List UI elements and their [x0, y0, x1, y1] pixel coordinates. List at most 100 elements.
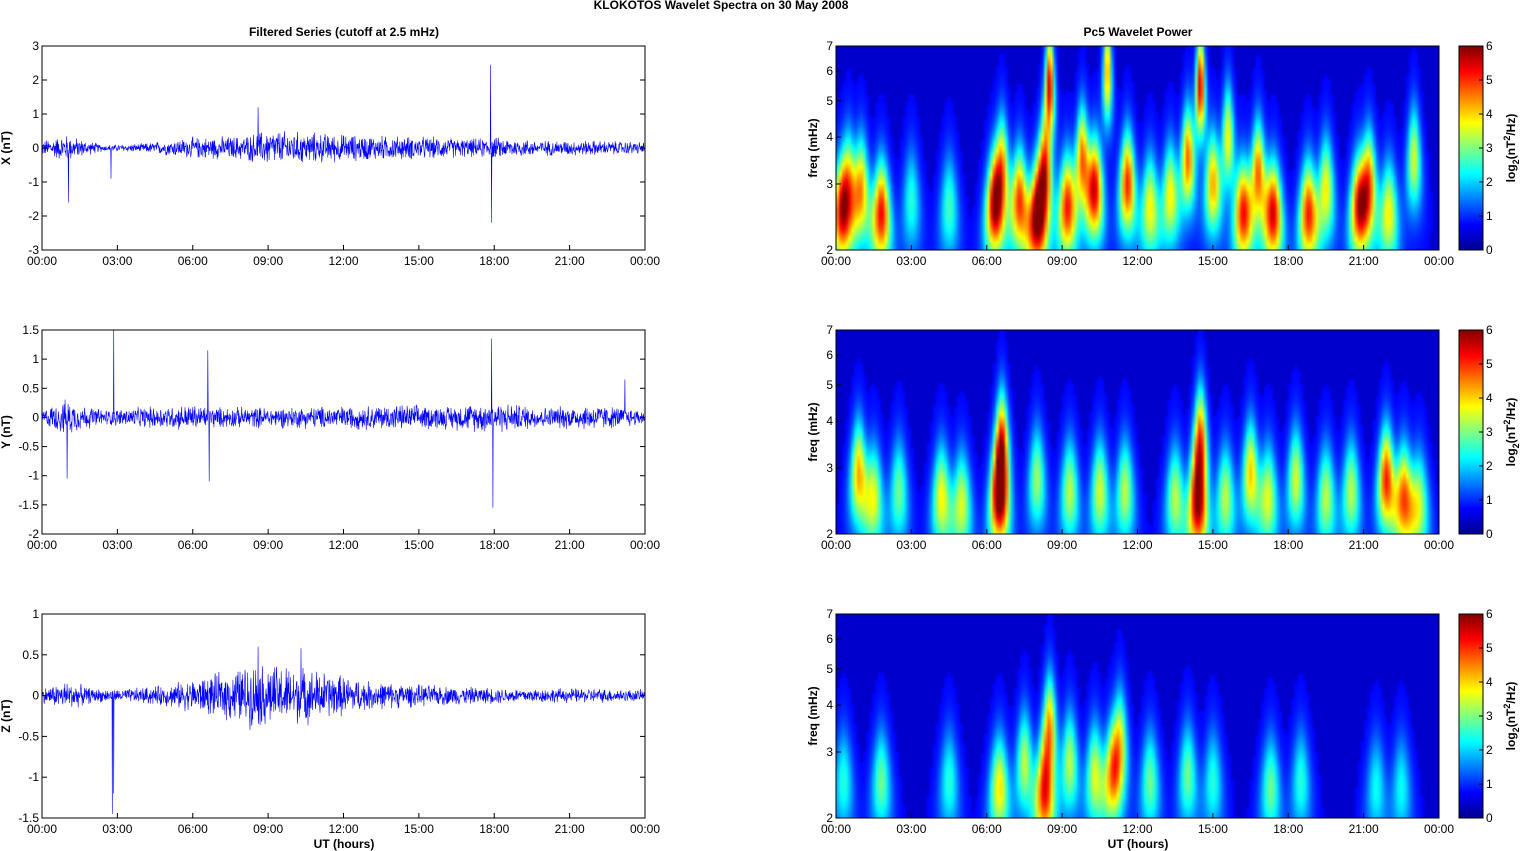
- x-wavelet-xtick-label: 00:00: [821, 254, 851, 268]
- y-series-xtick-label: 00:00: [630, 538, 660, 552]
- y-series-ytick-label: -1.5: [18, 498, 39, 512]
- z-wavelet-xtick-label: 00:00: [1424, 822, 1454, 836]
- x-wavelet-xtick-label: 03:00: [896, 254, 926, 268]
- z-wavelet-xtick-label: 21:00: [1349, 822, 1379, 836]
- x-wavelet-colorbar-tick-label: 5: [1486, 73, 1493, 87]
- x-series-ytick-label: 0: [32, 141, 39, 155]
- z-series-xtick-label: 00:00: [630, 822, 660, 836]
- x-wavelet-ytick-label: 4: [826, 130, 833, 144]
- x-series-xtick-label: 03:00: [102, 254, 132, 268]
- y-series-xtick-label: 00:00: [27, 538, 57, 552]
- x-wavelet-xtick-label: 06:00: [972, 254, 1002, 268]
- z-wavelet-colorbar-tick-label: 2: [1486, 743, 1493, 757]
- right-x-axis-label: UT (hours): [1108, 837, 1169, 851]
- z-series-ytick-label: 1: [32, 607, 39, 621]
- x-series-xtick-label: 12:00: [328, 254, 358, 268]
- x-wavelet-colorbar-tick-label: 0: [1486, 243, 1493, 257]
- z-series-xtick-label: 12:00: [328, 822, 358, 836]
- y-series-ylabel: Y (nT): [0, 415, 13, 449]
- z-wavelet-ytick-label: 2: [826, 811, 833, 825]
- y-wavelet-ytick-label: 5: [826, 378, 833, 392]
- y-series-xtick-label: 09:00: [253, 538, 283, 552]
- y-wavelet-colorbar-label: log2(nT2/Hz): [1502, 398, 1521, 467]
- y-series-xtick-label: 06:00: [178, 538, 208, 552]
- y-wavelet-heatmap: [836, 330, 1439, 534]
- z-wavelet-ytick-label: 3: [826, 745, 833, 759]
- y-wavelet-xtick-label: 21:00: [1349, 538, 1379, 552]
- x-wavelet-ylabel: freq (mHz): [806, 118, 820, 177]
- left-column-title: Filtered Series (cutoff at 2.5 mHz): [249, 25, 439, 39]
- z-wavelet-xtick-label: 00:00: [821, 822, 851, 836]
- z-series-xtick-label: 18:00: [479, 822, 509, 836]
- y-wavelet-xtick-label: 18:00: [1273, 538, 1303, 552]
- x-series-xtick-label: 15:00: [404, 254, 434, 268]
- y-wavelet-colorbar-tick-label: 5: [1486, 357, 1493, 371]
- z-wavelet-colorbar-tick-label: 3: [1486, 709, 1493, 723]
- z-wavelet-ytick-label: 5: [826, 662, 833, 676]
- x-wavelet-ytick-label: 7: [826, 39, 833, 53]
- y-wavelet-panel: 2 3 4 5 6 7 00:00 03:00 06:00 09:00 12:00 15:00 18:0…: [806, 323, 1521, 552]
- z-wavelet-ytick-label: 4: [826, 698, 833, 712]
- y-series-xtick-label: 03:00: [102, 538, 132, 552]
- y-wavelet-ytick-label: 6: [826, 348, 833, 362]
- x-wavelet-panel: 2 3 4 5 6 7 00:00 03:00 06:00 09:00 12:00 15:00 18:0…: [806, 39, 1521, 268]
- y-wavelet-colorbar-tick-label: 1: [1486, 493, 1493, 507]
- z-wavelet-xtick-label: 03:00: [896, 822, 926, 836]
- z-wavelet-xtick-label: 18:00: [1273, 822, 1303, 836]
- z-wavelet-panel: 2 3 4 5 6 7 00:00 03:00 06:00 09:00 12:00 15:00 18:0…: [806, 607, 1521, 836]
- z-series-ytick-label: 0: [32, 689, 39, 703]
- z-wavelet-ylabel: freq (mHz): [806, 686, 820, 745]
- x-series-ytick-label: -2: [28, 209, 39, 223]
- y-wavelet-colorbar-tick-label: 2: [1486, 459, 1493, 473]
- x-series-ylabel: X (nT): [0, 131, 13, 165]
- y-wavelet-xtick-label: 15:00: [1198, 538, 1228, 552]
- z-wavelet-colorbar-tick-label: 5: [1486, 641, 1493, 655]
- x-series-ytick-label: 2: [32, 73, 39, 87]
- x-wavelet-xtick-label: 21:00: [1349, 254, 1379, 268]
- z-series-xtick-label: 21:00: [555, 822, 585, 836]
- x-wavelet-xtick-label: 00:00: [1424, 254, 1454, 268]
- figure-title: KLOKOTOS Wavelet Spectra on 30 May 2008: [594, 0, 849, 12]
- x-wavelet-colorbar-tick-label: 6: [1486, 39, 1493, 53]
- x-wavelet-colorbar-tick-label: 1: [1486, 209, 1493, 223]
- y-series-ytick-label: 1: [32, 352, 39, 366]
- x-wavelet-colorbar-tick-label: 3: [1486, 141, 1493, 155]
- x-series-panel: -3 -2 -1 0 1 2 3 00:00 03:00 06:00 09:00 12:00 15:00…: [0, 39, 660, 268]
- x-series-xtick-label: 21:00: [555, 254, 585, 268]
- x-series-line: [41, 64, 646, 223]
- z-wavelet-heatmap: [836, 614, 1439, 818]
- z-wavelet-colorbar-tick-label: 1: [1486, 777, 1493, 791]
- z-series-ytick-label: -1.5: [18, 811, 39, 825]
- y-series-plot-area: [42, 330, 645, 534]
- y-wavelet-colorbar-tick-label: 3: [1486, 425, 1493, 439]
- z-series-xtick-label: 15:00: [404, 822, 434, 836]
- y-wavelet-xtick-label: 00:00: [821, 538, 851, 552]
- z-series-ytick-label: 0.5: [22, 648, 39, 662]
- y-series-xtick-label: 21:00: [555, 538, 585, 552]
- x-wavelet-colorbar-tick-label: 4: [1486, 107, 1493, 121]
- y-wavelet-xtick-label: 03:00: [896, 538, 926, 552]
- x-wavelet-ytick-label: 6: [826, 64, 833, 78]
- z-series-xtick-label: 06:00: [178, 822, 208, 836]
- z-series-ytick-label: -0.5: [18, 729, 39, 743]
- y-wavelet-ylabel: freq (mHz): [806, 402, 820, 461]
- y-series-xtick-label: 12:00: [328, 538, 358, 552]
- y-series-ytick-label: 1.5: [22, 323, 39, 337]
- y-series-line: [41, 329, 646, 508]
- x-series-ytick-label: 3: [32, 39, 39, 53]
- x-series-xtick-label: 06:00: [178, 254, 208, 268]
- z-wavelet-xtick-label: 12:00: [1122, 822, 1152, 836]
- x-series-xtick-label: 09:00: [253, 254, 283, 268]
- z-wavelet-colorbar-tick-label: 4: [1486, 675, 1493, 689]
- y-series-xtick-label: 18:00: [479, 538, 509, 552]
- y-series-ytick-label: -1: [28, 469, 39, 483]
- y-wavelet-xtick-label: 12:00: [1122, 538, 1152, 552]
- y-series-ytick-label: 0: [32, 410, 39, 424]
- z-wavelet-ytick-label: 7: [826, 607, 833, 621]
- z-series-panel: -1.5 -1 -0.5 0 0.5 1 00:00 03:00 06:00 09:00 12:00…: [0, 607, 660, 836]
- x-wavelet-ytick-label: 5: [826, 94, 833, 108]
- z-wavelet-xtick-label: 09:00: [1047, 822, 1077, 836]
- y-wavelet-ytick-label: 7: [826, 323, 833, 337]
- z-wavelet-xtick-label: 06:00: [972, 822, 1002, 836]
